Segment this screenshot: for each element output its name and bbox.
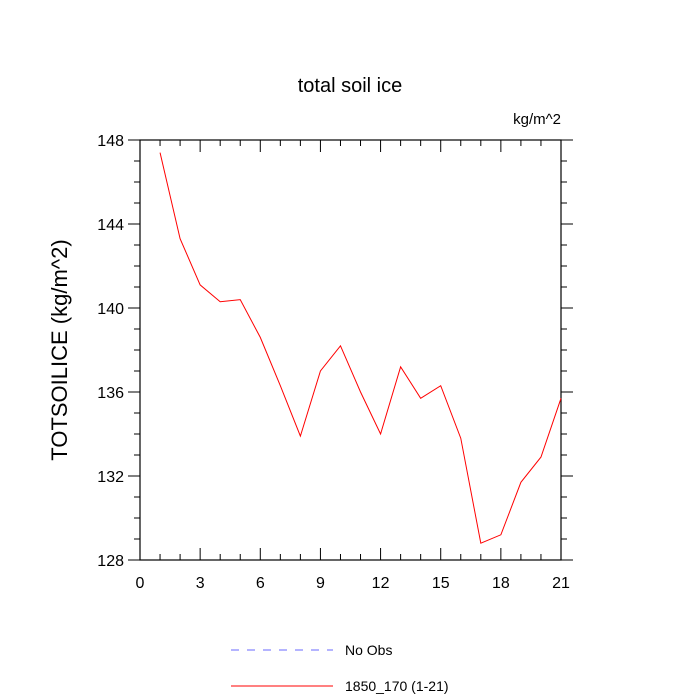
x-tick-label: 18 — [492, 575, 510, 592]
units-label: kg/m^2 — [513, 111, 561, 128]
y-tick-label: 128 — [97, 553, 124, 570]
series-line-2 — [159, 152, 562, 544]
y-tick-label: 140 — [97, 301, 124, 318]
axis-ticks — [128, 139, 573, 561]
y-axis-label: TOTSOILICE (kg/m^2) — [47, 239, 72, 460]
series-lines — [159, 152, 562, 544]
y-tick-label: 148 — [97, 133, 124, 150]
y-tick-label: 136 — [97, 385, 124, 402]
tick-labels: 0 3 6 9 12 15 18 21 128 132 136 140 144 148 — [97, 133, 570, 592]
x-tick-label: 6 — [256, 575, 265, 592]
x-tick-label: 9 — [316, 575, 325, 592]
legend: No Obs 1850_170 (1-21) — [231, 642, 449, 694]
x-tick-label: 21 — [552, 575, 570, 592]
y-tick-label: 132 — [97, 469, 124, 486]
x-tick-label: 3 — [196, 575, 205, 592]
x-tick-label: 15 — [432, 575, 450, 592]
x-tick-label: 0 — [136, 575, 145, 592]
legend-label-2: 1850_170 (1-21) — [345, 678, 449, 694]
y-tick-label: 144 — [97, 217, 124, 234]
legend-label-1: No Obs — [345, 642, 392, 658]
x-tick-label: 12 — [372, 575, 390, 592]
chart-title: total soil ice — [298, 75, 403, 97]
